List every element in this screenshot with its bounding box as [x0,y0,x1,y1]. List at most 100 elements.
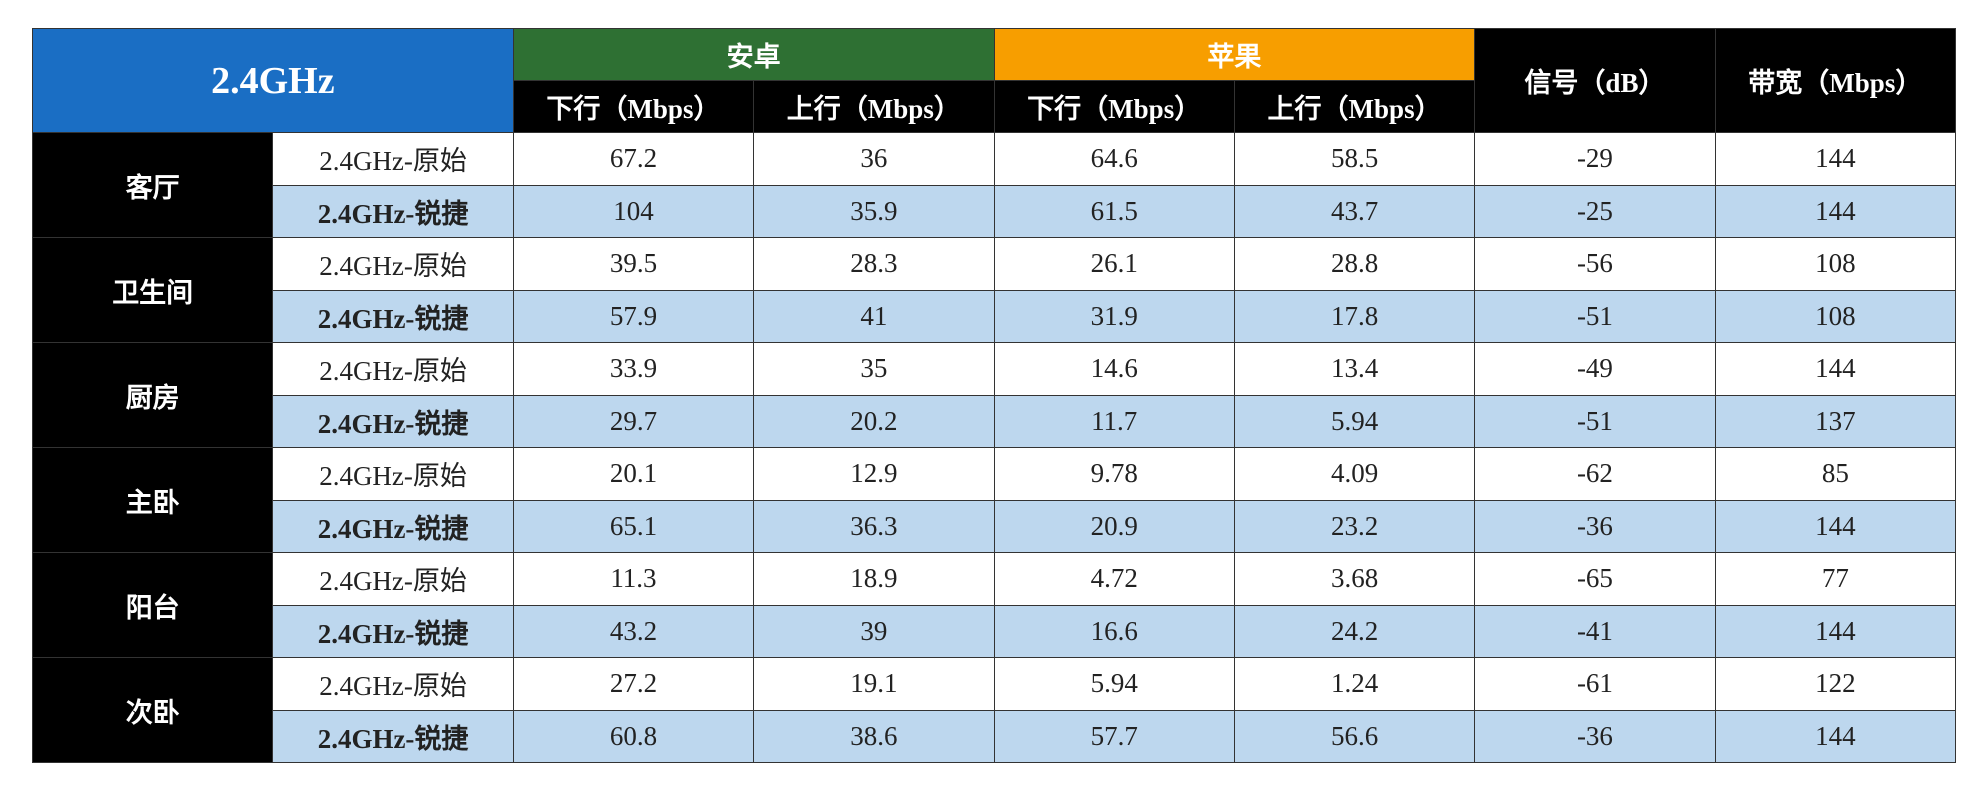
row-label: 2.4GHz-锐捷 [272,499,514,553]
value-cell: 104 [512,184,755,238]
value-cell: 23.2 [1233,499,1476,553]
data-row: 2.4GHz-锐捷 43.2 39 16.6 24.2 -41 144 [33,604,1957,658]
value-cell: 13.4 [1233,342,1476,396]
value-cell: 57.9 [512,289,755,343]
data-row: 2.4GHz-锐捷 29.7 20.2 11.7 5.94 -51 137 [33,394,1957,448]
value-cell: 28.8 [1233,237,1476,291]
value-cell: 31.9 [993,289,1235,343]
row-label: 2.4GHz-原始 [272,342,514,396]
data-row: 卫生间 2.4GHz-原始 39.5 28.3 26.1 28.8 -56 108 [31,237,1957,343]
value-cell: 39 [753,604,995,658]
data-row: 2.4GHz-锐捷 57.9 41 31.9 17.8 -51 108 [33,289,1957,343]
value-cell: 39.5 [512,237,755,291]
value-cell: 56.6 [1233,709,1476,763]
bandwidth-header: 带宽（Mbps） [1714,28,1957,133]
value-cell: 144 [1714,709,1957,763]
value-cell: 12.9 [753,447,995,501]
header-row: 2.4GHz 安卓 苹果 信号（dB） 带宽（Mbps） [32,28,1957,133]
row-label: 2.4GHz-原始 [272,552,514,606]
group-header: 苹果 [993,28,1476,81]
data-row: 2.4GHz-锐捷 104 35.9 61.5 43.7 -25 144 [33,184,1957,238]
value-cell: 144 [1714,184,1957,238]
sub-header: 下行（Mbps） [993,80,1235,133]
value-cell: 14.6 [993,342,1235,396]
row-label: 2.4GHz-锐捷 [272,184,514,238]
value-cell: 4.09 [1233,447,1476,501]
row-label: 2.4GHz-锐捷 [272,709,514,763]
value-cell: 43.7 [1233,184,1476,238]
value-cell: 108 [1714,237,1957,291]
value-cell: 144 [1714,604,1957,658]
value-cell: 61.5 [993,184,1235,238]
sub-header: 下行（Mbps） [512,80,755,133]
value-cell: 67.2 [512,132,755,186]
value-cell: 4.72 [993,552,1235,606]
row-label: 2.4GHz-原始 [272,447,514,501]
value-cell: 65.1 [512,499,755,553]
value-cell: 137 [1714,394,1957,448]
row-label: 2.4GHz-锐捷 [272,604,514,658]
value-cell: 11.7 [993,394,1235,448]
value-cell: 19.1 [753,657,995,711]
data-row: 阳台 2.4GHz-原始 11.3 18.9 4.72 3.68 -65 77 [31,552,1957,658]
value-cell: 26.1 [993,237,1235,291]
value-cell: -51 [1474,394,1716,448]
value-cell: 20.1 [512,447,755,501]
room-name: 卫生间 [31,237,274,343]
room-name: 客厅 [31,132,274,238]
value-cell: 18.9 [753,552,995,606]
value-cell: 3.68 [1233,552,1476,606]
results-table: 2.4GHz 安卓 苹果 信号（dB） 带宽（Mbps） 下行（Mbps） 上行（Mbps）… [31,28,1957,763]
value-cell: 5.94 [1233,394,1476,448]
value-cell: 144 [1714,132,1957,186]
value-cell: -56 [1474,237,1716,291]
value-cell: 16.6 [993,604,1235,658]
value-cell: 9.78 [993,447,1235,501]
value-cell: 5.94 [993,657,1235,711]
value-cell: 20.2 [753,394,995,448]
value-cell: 17.8 [1233,289,1476,343]
data-row: 次卧 2.4GHz-原始 27.2 19.1 5.94 1.24 -61 122 [31,657,1957,763]
value-cell: 64.6 [993,132,1235,186]
row-label: 2.4GHz-原始 [272,132,514,186]
signal-header: 信号（dB） [1474,28,1716,133]
value-cell: 144 [1714,342,1957,396]
sub-header: 上行（Mbps） [753,80,995,133]
value-cell: -29 [1474,132,1716,186]
value-cell: 57.7 [993,709,1235,763]
value-cell: 77 [1714,552,1957,606]
value-cell: 11.3 [512,552,755,606]
group-header: 安卓 [512,28,995,81]
room-name: 主卧 [31,447,274,553]
room-name: 阳台 [31,552,274,658]
subheader-row: 下行（Mbps） 上行（Mbps） 下行（Mbps） 上行（Mbps） [33,80,1956,133]
row-label: 2.4GHz-锐捷 [272,394,514,448]
value-cell: 24.2 [1233,604,1476,658]
value-cell: 43.2 [512,604,755,658]
value-cell: 85 [1714,447,1957,501]
corner-header: 2.4GHz [32,28,514,133]
row-label: 2.4GHz-原始 [272,237,514,291]
value-cell: -36 [1474,499,1716,553]
value-cell: 36.3 [753,499,995,553]
row-label: 2.4GHz-原始 [272,657,514,711]
data-row: 主卧 2.4GHz-原始 20.1 12.9 9.78 4.09 -62 85 [31,447,1957,553]
value-cell: -62 [1474,447,1716,501]
value-cell: -51 [1474,289,1716,343]
value-cell: 38.6 [753,709,995,763]
room-name: 厨房 [31,342,274,448]
value-cell: 122 [1714,657,1957,711]
value-cell: 20.9 [993,499,1235,553]
value-cell: 28.3 [753,237,995,291]
value-cell: 60.8 [512,709,755,763]
value-cell: 36 [753,132,995,186]
value-cell: 41 [753,289,995,343]
value-cell: 35 [753,342,995,396]
sub-header: 上行（Mbps） [1233,80,1476,133]
value-cell: 1.24 [1233,657,1476,711]
value-cell: -41 [1474,604,1716,658]
value-cell: 27.2 [512,657,755,711]
value-cell: -49 [1474,342,1716,396]
room-name: 次卧 [31,657,274,763]
value-cell: 108 [1714,289,1957,343]
